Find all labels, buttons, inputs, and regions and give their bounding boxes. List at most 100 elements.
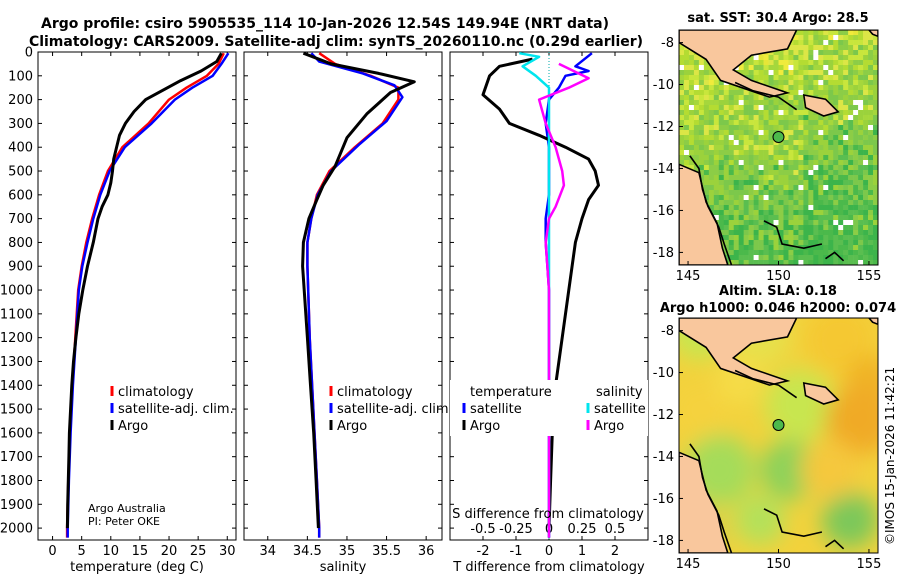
sst-cell — [838, 150, 844, 156]
sst-cell — [803, 195, 809, 201]
sst-cell — [683, 100, 690, 106]
sst-cell — [793, 180, 799, 186]
sst-cell — [788, 250, 794, 256]
sst-cell — [853, 105, 859, 111]
sst-cell — [748, 215, 754, 221]
sst-cell — [773, 165, 779, 171]
sst-cell — [679, 65, 685, 71]
sst-cell — [788, 65, 794, 71]
y-tick-label: 1000 — [0, 284, 33, 299]
sst-cell — [828, 205, 834, 211]
land-polygon — [802, 382, 840, 405]
sst-cell — [773, 255, 779, 261]
sst-cell — [873, 90, 878, 96]
sst-cell — [679, 145, 685, 151]
sst-cell — [768, 200, 774, 206]
sst-cell — [848, 35, 854, 41]
sst-cell — [843, 240, 849, 246]
sst-cell — [703, 65, 710, 71]
sst-cell — [753, 215, 759, 221]
sst-cell — [728, 230, 735, 236]
sst-cell — [703, 95, 710, 101]
sst-cell — [858, 240, 864, 246]
sst-cell — [793, 150, 799, 156]
temperature-chart: 0 5 10 15 20 25 300100200300400500600700800900… — [0, 46, 236, 559]
sst-cell — [843, 50, 849, 56]
sst-cell — [868, 175, 874, 181]
sst-cell — [783, 125, 789, 131]
sst-cell — [818, 220, 824, 226]
sst-cell — [818, 80, 824, 86]
sst-cell — [848, 155, 854, 161]
sst-cell — [873, 155, 878, 161]
series-line-s-satellite — [519, 51, 551, 538]
sst-cell — [833, 155, 839, 161]
sst-cell — [838, 165, 844, 171]
sst-cell — [788, 130, 794, 136]
sst-cell — [748, 235, 754, 241]
sst-cell — [683, 95, 690, 101]
sst-cell — [773, 50, 779, 56]
sla-anomaly-patch — [679, 382, 728, 438]
sst-cell — [683, 75, 690, 81]
sst-cell — [833, 70, 839, 76]
sst-cell — [823, 90, 829, 96]
sst-cell — [833, 230, 839, 236]
y-tick-label: 1500 — [0, 403, 33, 418]
sst-cell — [823, 155, 829, 161]
sst-cell — [848, 205, 854, 211]
sst-cell — [783, 240, 789, 246]
sst-cell — [793, 80, 799, 86]
sst-cell — [778, 150, 784, 156]
sst-cell — [679, 80, 685, 86]
sst-cell — [758, 135, 764, 141]
sst-cell — [843, 70, 849, 76]
sst-cell — [713, 130, 720, 136]
sst-cell — [783, 140, 789, 146]
sst-cell — [808, 70, 814, 76]
sst-cell — [853, 110, 859, 116]
sst-cell — [743, 100, 749, 106]
sst-cell — [788, 145, 794, 151]
sst-cell — [848, 255, 854, 261]
sst-cell — [783, 80, 789, 86]
sst-cell — [768, 50, 774, 56]
sst-cell — [728, 175, 735, 181]
sst-cell — [833, 85, 839, 91]
sst-cell — [858, 80, 864, 86]
sst-cell — [688, 50, 695, 56]
sst-cell — [873, 130, 878, 136]
sst-cell — [718, 125, 725, 131]
sst-cell — [788, 60, 794, 66]
sst-cell — [698, 175, 705, 181]
sst-cell — [843, 100, 849, 106]
sst-cell — [773, 95, 779, 101]
sst-cell — [763, 125, 769, 131]
sst-cell — [679, 105, 685, 111]
sst-cell — [828, 220, 834, 226]
sst-cell — [798, 110, 804, 116]
sst-cell — [783, 70, 789, 76]
sst-cell — [828, 30, 834, 36]
sst-cell — [788, 55, 794, 61]
sst-cell — [863, 235, 869, 241]
sst-cell — [788, 75, 794, 81]
series-line-t-argo — [481, 57, 600, 529]
sst-cell — [778, 225, 784, 231]
sst-cell — [703, 110, 710, 116]
sst-cell — [808, 180, 814, 186]
sst-cell — [818, 75, 824, 81]
salinity-legend: climatology satellite-adj. clim. Argo — [329, 385, 453, 434]
sst-cell — [838, 230, 844, 236]
sst-cell — [838, 125, 844, 131]
sst-cell — [738, 140, 744, 146]
sst-cell — [843, 170, 849, 176]
sst-cell — [858, 130, 864, 136]
sst-cell — [803, 145, 809, 151]
sst-cell — [728, 235, 735, 241]
sst-cell — [848, 70, 854, 76]
sst-cell — [708, 205, 715, 211]
sst-cell — [718, 90, 725, 96]
sst-cell — [708, 125, 715, 131]
